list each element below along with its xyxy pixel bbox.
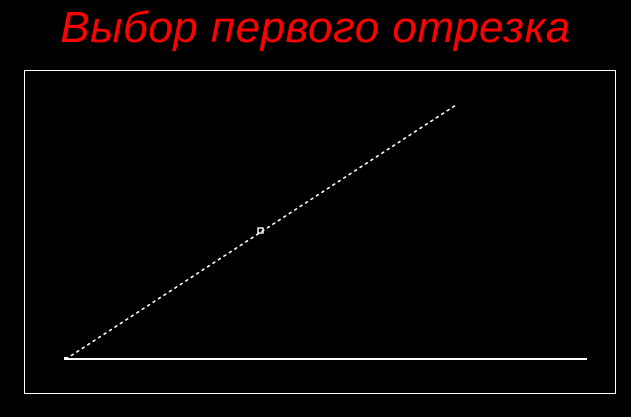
slide-title: Выбор первого отрезка bbox=[60, 3, 571, 52]
segment-start-grip[interactable] bbox=[64, 357, 68, 360]
selection-box-icon bbox=[257, 227, 264, 234]
first-segment-selected[interactable] bbox=[65, 104, 457, 360]
drawing-svg bbox=[64, 104, 587, 360]
drawing-canvas[interactable] bbox=[24, 70, 616, 394]
